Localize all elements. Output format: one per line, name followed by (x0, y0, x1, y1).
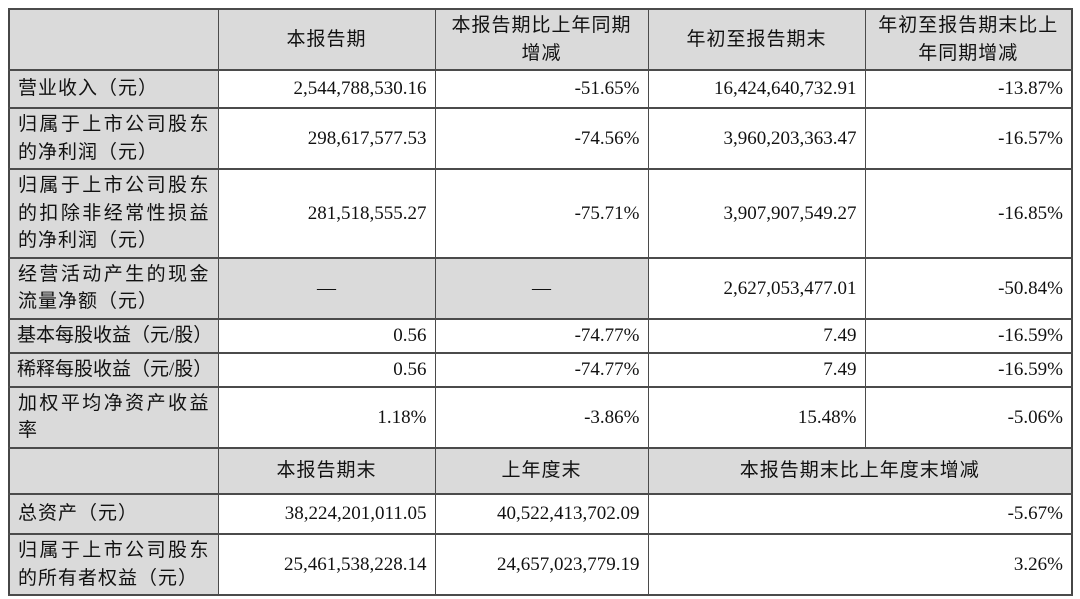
value-cell: -16.59% (864, 317, 1073, 354)
value-cell: 0.56 (217, 351, 436, 388)
row-label-cell: 加权平均净资产收益率 (8, 385, 219, 450)
value-cell: 38,224,201,011.05 (217, 493, 436, 536)
row-label-cell: 基本每股收益（元/股） (8, 317, 219, 354)
row-equity-attributable: 归属于上市公司股东的所有者权益（元） 25,461,538,228.14 24,… (8, 533, 1073, 597)
header-change-vs-prior-year-end: 本报告期末比上年度末增减 (647, 447, 1073, 496)
corner-cell (8, 447, 219, 496)
value-cell: 7.49 (647, 351, 866, 388)
value-cell: -16.59% (864, 351, 1073, 388)
value-cell: 40,522,413,702.09 (434, 493, 649, 536)
value-cell: -50.84% (864, 256, 1073, 320)
value-cell: -3.86% (434, 385, 649, 450)
value-cell: 1.18% (217, 385, 436, 450)
value-cell: -13.87% (864, 69, 1073, 110)
header-year-to-date: 年初至报告期末 (647, 7, 866, 72)
value-cell: -51.65% (434, 69, 649, 110)
value-cell: 281,518,555.27 (217, 168, 436, 259)
value-cell: -5.06% (864, 385, 1073, 450)
row-label-cell: 归属于上市公司股东的净利润（元） (8, 107, 219, 171)
row-label-cell: 经营活动产生的现金流量净额（元） (8, 256, 219, 320)
header-current-period-yoy-change: 本报告期比上年同期增减 (434, 7, 649, 72)
value-cell: -5.67% (647, 493, 1073, 536)
row-basic-eps: 基本每股收益（元/股） 0.56 -74.77% 7.49 -16.59% (8, 317, 1073, 354)
header-year-to-date-yoy-change: 年初至报告期末比上年同期增减 (864, 7, 1073, 72)
value-cell: -74.77% (434, 351, 649, 388)
row-label-cell: 营业收入（元） (8, 69, 219, 110)
value-cell: 15.48% (647, 385, 866, 450)
value-cell: -74.77% (434, 317, 649, 354)
section1-header-row: 本报告期 本报告期比上年同期增减 年初至报告期末 年初至报告期末比上年同期增减 (8, 7, 1073, 72)
value-cell: -16.57% (864, 107, 1073, 171)
row-label-cell: 稀释每股收益（元/股） (8, 351, 219, 388)
value-cell: 0.56 (217, 317, 436, 354)
row-operating-revenue: 营业收入（元） 2,544,788,530.16 -51.65% 16,424,… (8, 69, 1073, 110)
value-cell: 3,960,203,363.47 (647, 107, 866, 171)
value-cell: -74.56% (434, 107, 649, 171)
value-cell: -75.71% (434, 168, 649, 259)
financial-summary-table: 本报告期 本报告期比上年同期增减 年初至报告期末 年初至报告期末比上年同期增减 … (8, 7, 1073, 597)
value-cell: 7.49 (647, 317, 866, 354)
header-end-of-prior-year: 上年度末 (434, 447, 649, 496)
header-current-period: 本报告期 (217, 7, 436, 72)
header-end-of-period: 本报告期末 (217, 447, 436, 496)
row-label-cell: 归属于上市公司股东的所有者权益（元） (8, 533, 219, 597)
value-cell: 25,461,538,228.14 (217, 533, 436, 597)
row-weighted-avg-roe: 加权平均净资产收益率 1.18% -3.86% 15.48% -5.06% (8, 385, 1073, 450)
row-net-profit-attributable: 归属于上市公司股东的净利润（元） 298,617,577.53 -74.56% … (8, 107, 1073, 171)
value-cell: -16.85% (864, 168, 1073, 259)
row-diluted-eps: 稀释每股收益（元/股） 0.56 -74.77% 7.49 -16.59% (8, 351, 1073, 388)
empty-dash-cell: — (217, 256, 436, 320)
row-label-cell: 归属于上市公司股东的扣除非经常性损益的净利润（元） (8, 168, 219, 259)
value-cell: 3,907,907,549.27 (647, 168, 866, 259)
value-cell: 2,627,053,477.01 (647, 256, 866, 320)
corner-cell (8, 7, 219, 72)
row-total-assets: 总资产（元） 38,224,201,011.05 40,522,413,702.… (8, 493, 1073, 536)
value-cell: 24,657,023,779.19 (434, 533, 649, 597)
empty-dash-cell: — (434, 256, 649, 320)
value-cell: 298,617,577.53 (217, 107, 436, 171)
row-label-cell: 总资产（元） (8, 493, 219, 536)
row-operating-cash-flow: 经营活动产生的现金流量净额（元） — — 2,627,053,477.01 -5… (8, 256, 1073, 320)
row-net-profit-excl-nonrecurring: 归属于上市公司股东的扣除非经常性损益的净利润（元） 281,518,555.27… (8, 168, 1073, 259)
value-cell: 2,544,788,530.16 (217, 69, 436, 110)
value-cell: 3.26% (647, 533, 1073, 597)
section2-header-row: 本报告期末 上年度末 本报告期末比上年度末增减 (8, 447, 1073, 496)
value-cell: 16,424,640,732.91 (647, 69, 866, 110)
